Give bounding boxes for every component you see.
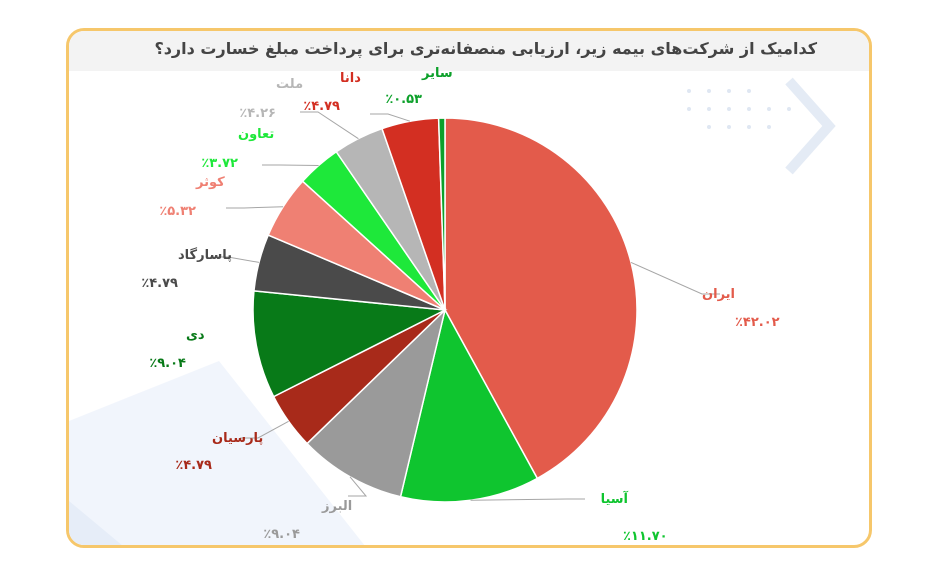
slice-value-label: ٪۵.۳۲	[159, 204, 196, 219]
background-decoration	[69, 77, 836, 545]
leader-line	[348, 476, 368, 497]
slice-value-label: ٪۹.۰۴	[149, 356, 186, 371]
slice-label: کوثر	[195, 175, 225, 190]
slice-value-label: ٪۰.۵۳	[385, 92, 422, 107]
slice-label: البرز	[321, 499, 352, 514]
leader-line	[370, 113, 411, 122]
leader-lines	[210, 111, 720, 501]
slice-value-label: ٪۴.۷۹	[303, 99, 340, 114]
slice-value-label: ٪۴.۷۹	[175, 458, 212, 473]
slice-label: پارسیان	[212, 431, 263, 446]
leader-line	[210, 256, 260, 263]
leader-line	[240, 420, 289, 439]
slice-label: پاسارگاد	[178, 247, 232, 263]
slice-value-label: ٪۳.۷۲	[201, 156, 238, 171]
pie-slice	[444, 117, 638, 480]
slice-value-label: ٪۱۱.۷۰	[623, 529, 668, 544]
slice-label: تعاون	[238, 127, 274, 142]
pie-slice	[437, 117, 446, 311]
chart-title: کدامیک از شرکت‌های بیمه زیر، ارزیابی منص…	[154, 39, 817, 58]
slice-label: دانا	[340, 71, 361, 86]
leader-line	[300, 111, 359, 140]
slice-label: ایران	[702, 287, 735, 302]
slice-value-label: ٪۴.۷۹	[141, 276, 178, 291]
slice-label: سایر	[421, 66, 453, 81]
slice-value-label: ٪۹.۰۴	[263, 527, 300, 542]
pie-slice	[252, 290, 448, 398]
leader-line	[470, 498, 585, 501]
leader-line	[262, 164, 319, 166]
slice-labels: ایران٪۴۲.۰۲آسیا٪۱۱.۷۰البرز٪۹.۰۴پارسیان٪۴…	[141, 66, 779, 544]
pie-slices	[252, 117, 638, 503]
slice-value-label: ٪۴.۲۶	[239, 106, 276, 121]
slice-label: ملت	[276, 77, 303, 92]
slice-value-label: ٪۴۲.۰۲	[735, 315, 780, 330]
slice-label: آسیا	[601, 490, 629, 507]
leader-line	[226, 206, 284, 209]
slice-label: دی	[186, 328, 205, 343]
title-band	[69, 31, 869, 71]
leader-line	[630, 261, 720, 295]
